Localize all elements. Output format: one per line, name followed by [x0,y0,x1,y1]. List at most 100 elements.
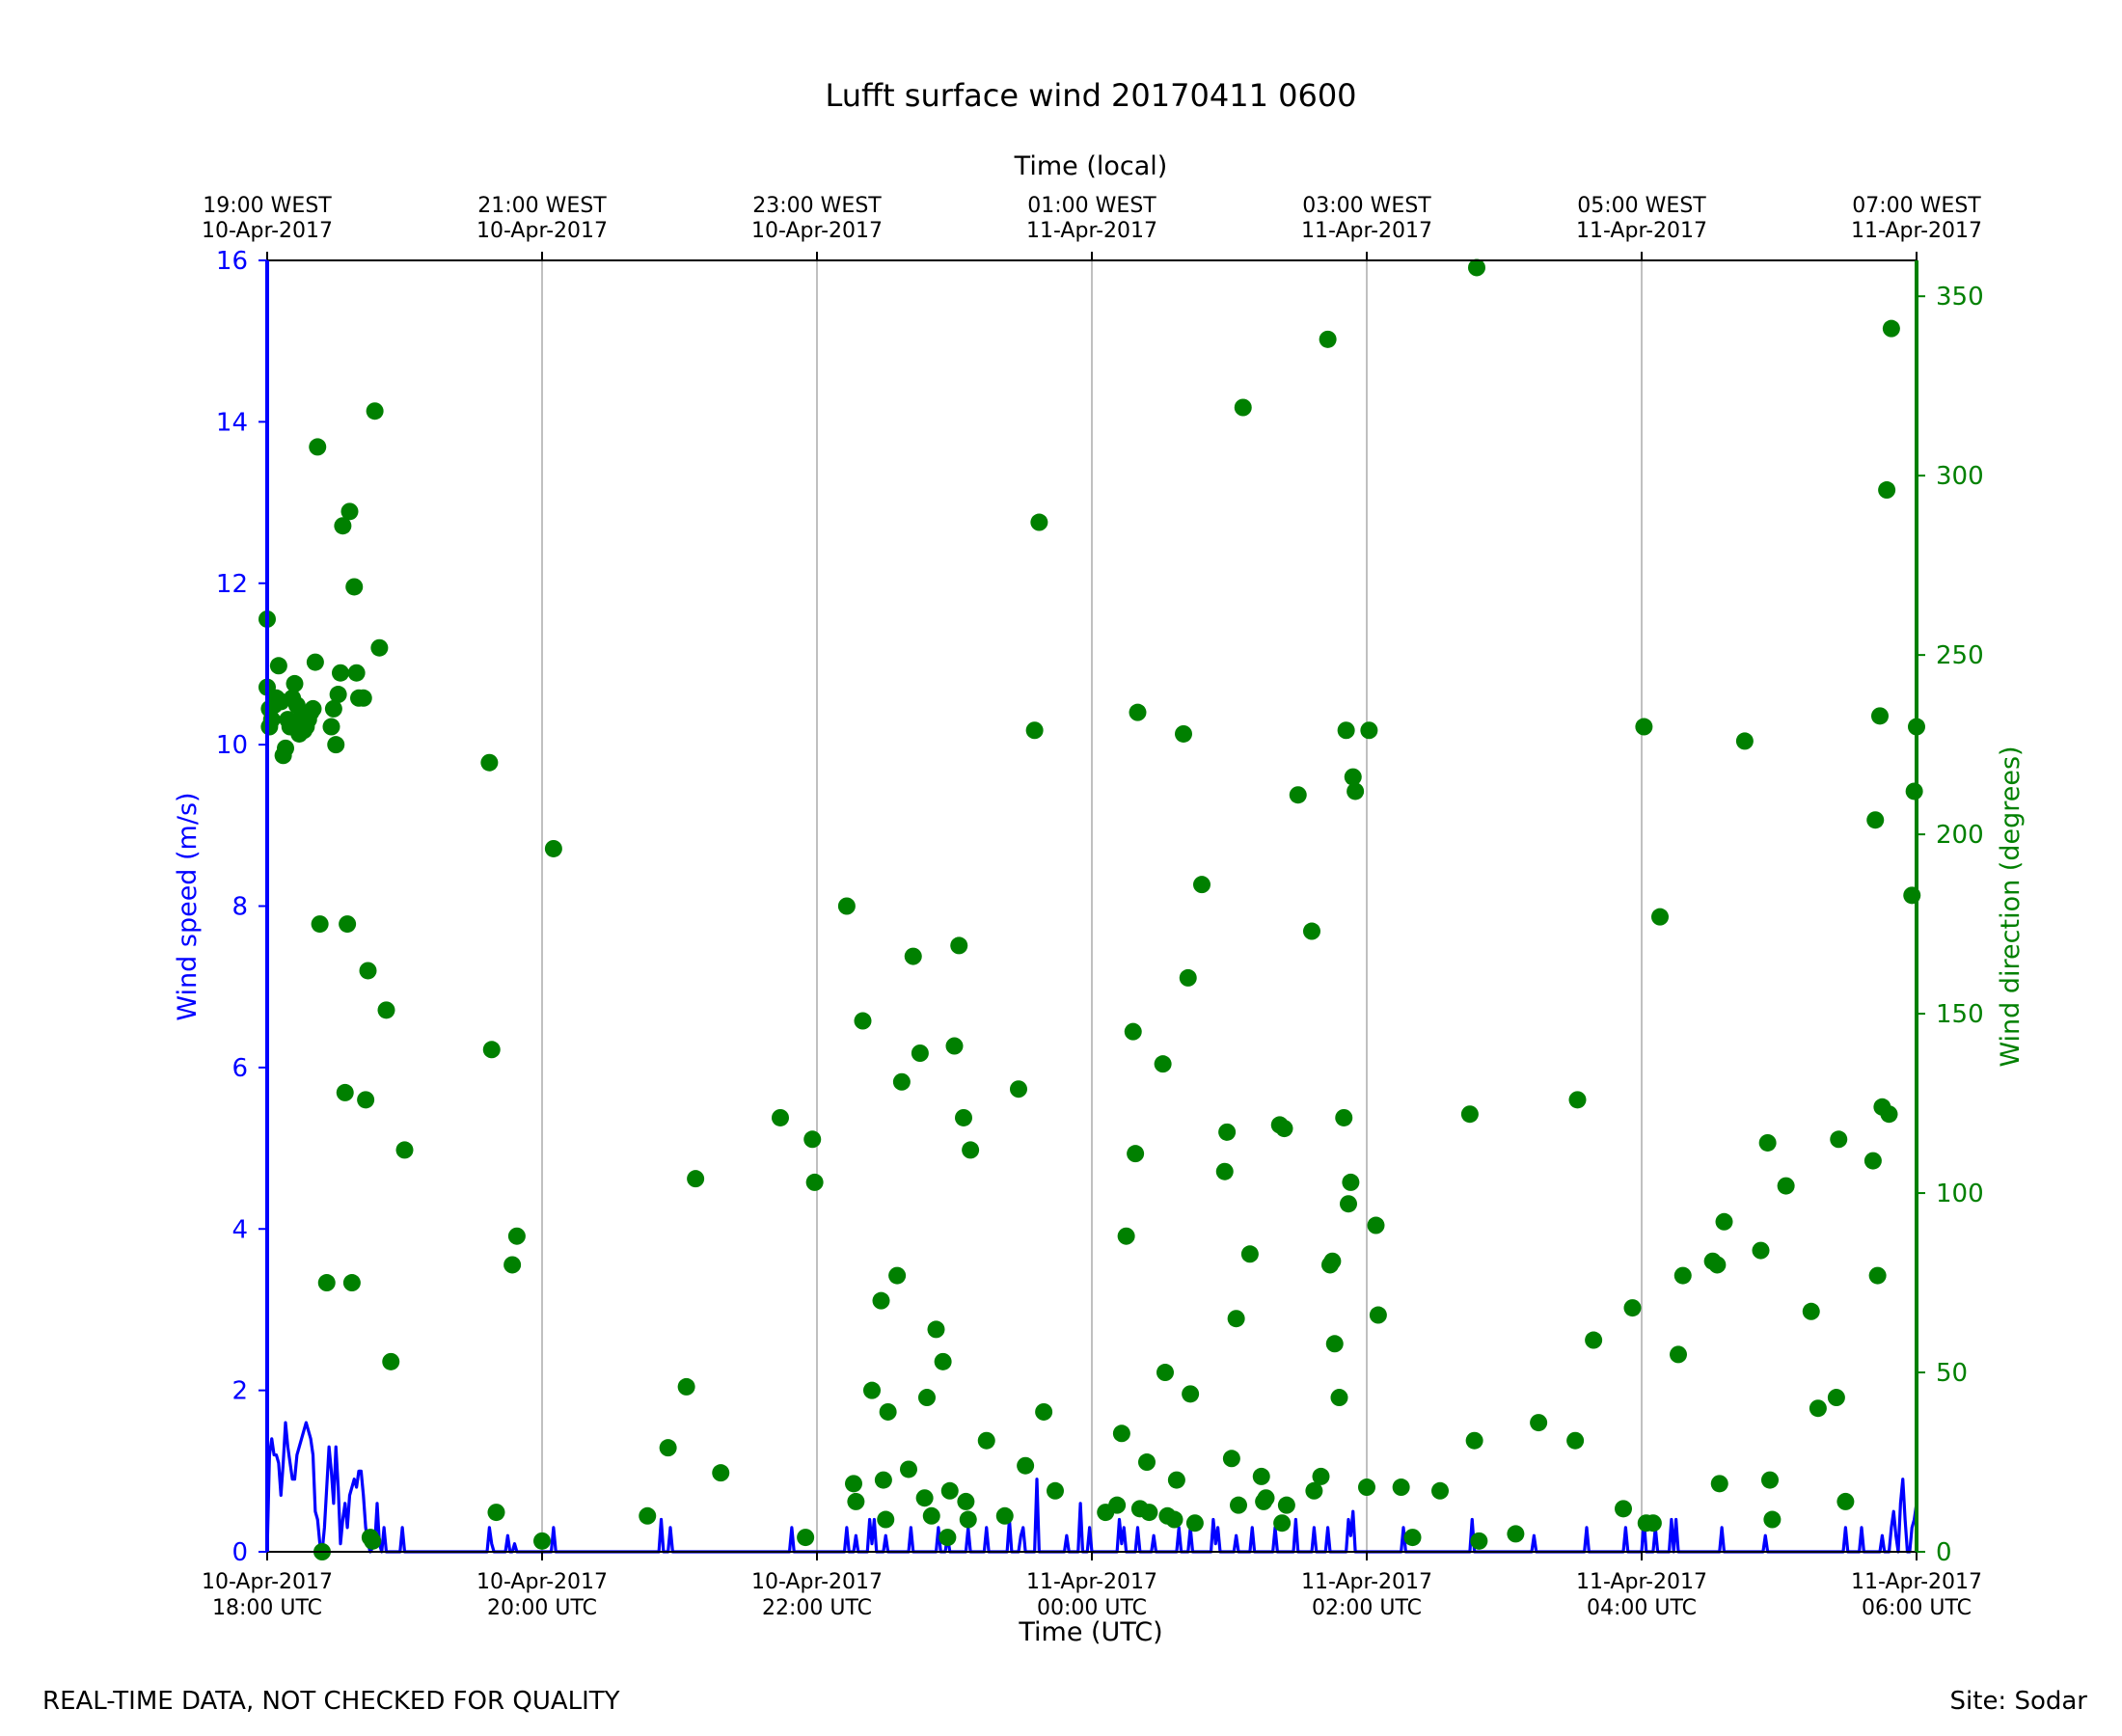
wind-direction-point [1138,1453,1156,1472]
wind-direction-point [872,1291,890,1310]
wind-direction-point [1108,1496,1127,1514]
wind-direction-point [1651,908,1669,926]
wind-direction-point [1465,1431,1483,1450]
bottom-tick-label-date: 11-Apr-2017 [1851,1570,1982,1594]
bottom-tick-label-time: 02:00 UTC [1312,1596,1422,1620]
wind-direction-point [329,686,347,704]
wind-direction-point [962,1141,980,1159]
wind-direction-point [900,1460,917,1478]
wind-direction-point [1360,721,1378,740]
right-tick-label: 100 [1936,1180,1984,1208]
wind-direction-point [845,1475,862,1493]
right-tick-label: 50 [1936,1359,1968,1388]
left-axis-label: Wind speed (m/s) [173,792,203,1020]
chart-title: Lufft surface wind 20170411 0600 [825,77,1356,114]
wind-direction-point [1635,718,1653,736]
wind-direction-point [322,718,340,736]
wind-direction-point [317,1274,336,1292]
wind-direction-point [1337,721,1355,740]
wind-direction-point [1878,481,1896,500]
top-tick-label-time: 07:00 WEST [1852,194,1981,218]
wind-direction-point [1735,732,1754,750]
left-tick-label: 0 [231,1538,248,1567]
wind-direction-point [482,1041,501,1059]
wind-direction-point [677,1377,695,1396]
wind-direction-point [915,1489,934,1507]
wind-direction-point [1763,1510,1782,1529]
wind-direction-point [1866,811,1885,829]
wind-direction-point [922,1506,940,1525]
wind-direction-point [687,1170,705,1188]
wind-direction-point [1868,1266,1887,1285]
wind-direction-point [327,736,345,754]
wind-direction-point [1230,1496,1247,1514]
bottom-tick-label-date: 11-Apr-2017 [1026,1570,1157,1594]
wind-direction-point [1809,1399,1827,1418]
bottom-axis-label: Time (UTC) [1018,1617,1162,1647]
wind-direction-point [1344,768,1362,786]
left-tick-label: 12 [216,570,248,599]
wind-direction-point [1585,1331,1603,1349]
wind-direction-point [1124,1022,1142,1041]
wind-direction-point [1154,1055,1172,1073]
wind-direction-point [918,1389,936,1407]
bottom-tick-label-time: 22:00 UTC [762,1596,872,1620]
wind-direction-point [1871,707,1889,725]
left-tick-label: 2 [231,1377,248,1406]
wind-direction-point [1836,1492,1855,1510]
wind-direction-point [1644,1514,1662,1533]
top-tick-label-time: 19:00 WEST [203,194,332,218]
bottom-tick-label-time: 00:00 UTC [1037,1596,1147,1620]
wind-direction-point [863,1381,881,1399]
right-tick-label: 350 [1936,283,1984,312]
wind-direction-point [1312,1467,1330,1485]
bottom-tick-label-date: 11-Apr-2017 [1576,1570,1707,1594]
wind-direction-point [1758,1133,1777,1152]
wind-direction-point [911,1044,929,1062]
wind-direction-point [1240,1245,1259,1263]
right-tick-label: 150 [1936,1000,1984,1029]
wind-direction-point [1708,1256,1727,1274]
wind-direction-point [1165,1510,1183,1529]
top-tick-label-date: 11-Apr-2017 [1851,219,1982,243]
wind-direction-point [854,1012,872,1030]
bottom-tick-label-date: 10-Apr-2017 [202,1570,333,1594]
wind-direction-point [395,1141,414,1159]
left-tick-label: 8 [231,893,248,922]
wind-direction-point [1880,1105,1898,1124]
wind-direction-point [1330,1389,1348,1407]
wind-direction-point [345,578,364,596]
left-tick-label: 16 [216,247,248,276]
bottom-tick-label-time: 18:00 UTC [212,1596,322,1620]
wind-direction-point [874,1471,892,1489]
wind-direction-point [1030,513,1048,531]
right-tick-label: 300 [1936,462,1984,491]
top-tick-label-date: 10-Apr-2017 [202,219,333,243]
wind-direction-point [1335,1108,1353,1126]
wind-direction-point [1325,1335,1344,1353]
wind-direction-point [950,936,968,955]
wind-direction-point [334,517,352,535]
wind-direction-point [1215,1162,1234,1180]
wind-direction-point [1710,1475,1728,1493]
wind-direction-point [1218,1123,1237,1141]
wind-direction-point [1234,398,1252,417]
wind-direction-point [336,1083,354,1101]
wind-direction-point [1369,1306,1387,1324]
wind-direction-point [507,1227,526,1245]
wind-direction-point [382,1352,400,1370]
wind-direction-point [342,1274,361,1292]
wind-direction-point [1047,1481,1064,1500]
wind-direction-point [892,1072,911,1091]
wind-direction-point [480,753,499,772]
wind-direction-point [1802,1302,1820,1320]
bottom-tick-label-date: 10-Apr-2017 [751,1570,883,1594]
wind-direction-point [659,1439,677,1457]
right-tick-label: 0 [1936,1538,1952,1567]
wind-direction-point [772,1108,789,1126]
wind-direction-point [1431,1481,1449,1500]
wind-direction-point [1227,1310,1245,1328]
wind-direction-point [1156,1364,1174,1382]
